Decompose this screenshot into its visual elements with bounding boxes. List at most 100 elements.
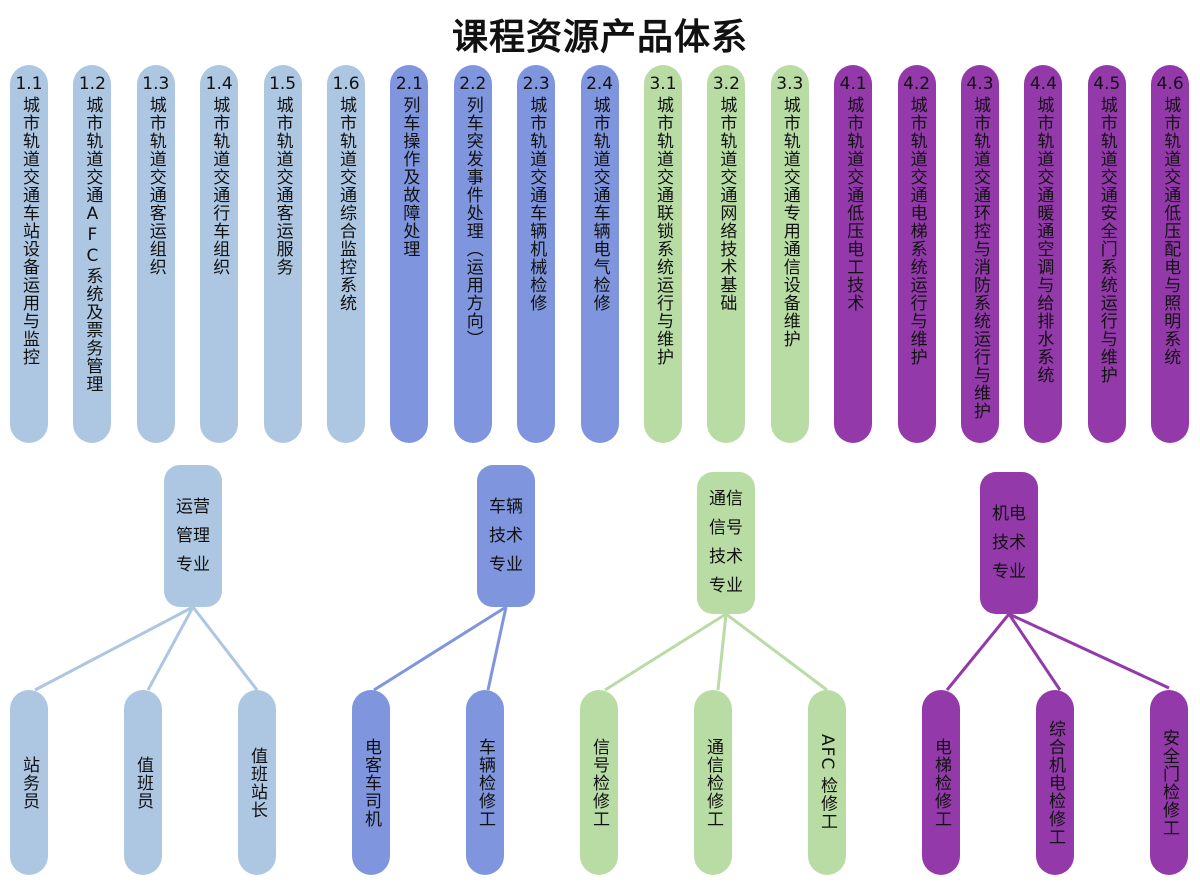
major-label-line: 机电	[992, 503, 1026, 524]
course-number: 4.1	[839, 74, 867, 94]
major-label: 通信 信号 技术 专业	[706, 485, 746, 601]
course-number: 1.4	[205, 74, 233, 94]
connector-line	[1007, 613, 1062, 691]
course-name: 城市轨道交通安全门系统运行与维护	[1096, 96, 1117, 384]
course-pill: 3.1 城市轨道交通联锁系统运行与维护	[644, 65, 682, 443]
connector-line	[945, 613, 1011, 691]
job-name: 综合机电检修工	[1045, 719, 1065, 846]
job-pill: 值班站长	[238, 690, 276, 875]
course-name: 城市轨道交通电梯系统运行与维护	[906, 96, 927, 366]
course-pill: 3.2 城市轨道交通网络技术基础	[707, 65, 746, 443]
job-pill: 电梯检修工	[922, 690, 960, 875]
course-number: 3.3	[776, 74, 804, 94]
job-pill: 综合机电检修工	[1036, 690, 1074, 875]
course-name: 城市轨道交通行车组织	[209, 96, 230, 276]
course-number: 2.4	[586, 74, 614, 94]
major-label: 运营 管理 专业	[173, 493, 213, 580]
course-pill: 4.5 城市轨道交通安全门系统运行与维护	[1087, 65, 1126, 443]
page-title: 课程资源产品体系	[451, 17, 748, 58]
major-label-line: 专业	[176, 554, 210, 575]
course-name: 城市轨道交通车辆电气检修	[589, 96, 610, 312]
course-name: 列车突发事件处理（运用方向）	[462, 96, 483, 348]
course-name: 列车操作及故障处理	[399, 96, 420, 258]
job-name: 值班站长	[247, 746, 267, 819]
major-label-line: 技术	[992, 532, 1026, 553]
course-number: 4.4	[1029, 74, 1057, 94]
job-name: 电梯检修工	[931, 737, 951, 828]
job-pill: 安全门检修工	[1150, 690, 1188, 875]
course-pill: 4.2 城市轨道交通电梯系统运行与维护	[897, 65, 936, 443]
job-pill: 电客车司机	[352, 690, 390, 875]
course-pill: 3.3 城市轨道交通专用通信设备维护	[770, 65, 809, 443]
major-label-line: 专业	[992, 561, 1026, 582]
major-box: 通信 信号 技术 专业	[697, 472, 755, 614]
course-pill: 1.4 城市轨道交通行车组织	[200, 65, 239, 443]
major-box: 运营 管理 专业	[164, 465, 222, 607]
course-pill: 1.3 城市轨道交通客运组织	[136, 65, 175, 443]
course-number: 4.2	[903, 74, 931, 94]
major-label-line: 运营	[176, 496, 210, 517]
course-name: 城市轨道交通低压电工技术	[843, 96, 864, 312]
course-number: 1.5	[269, 74, 297, 94]
course-name: 城市轨道交通专用通信设备维护	[779, 96, 800, 348]
course-name: 城市轨道交通低压配电与照明系统	[1160, 96, 1181, 366]
course-number: 1.3	[142, 74, 170, 94]
course-pill: 1.5 城市轨道交通客运服务	[263, 65, 302, 443]
job-pill: 信号检修工	[580, 690, 618, 875]
course-number: 1.1	[15, 74, 43, 94]
course-name: 城市轨道交通环控与消防系统运行与维护	[970, 96, 990, 420]
course-number: 2.2	[459, 74, 487, 94]
connector-line	[34, 605, 194, 692]
course-number: 3.1	[649, 74, 677, 94]
course-number: 1.2	[78, 74, 106, 94]
connector-line	[486, 606, 508, 691]
course-name: 城市轨道交通综合监控系统	[336, 96, 356, 312]
course-name: 城市轨道交通AFC系统及票务管理	[82, 96, 103, 393]
course-pill: 2.4 城市轨道交通车辆电气检修	[580, 65, 619, 443]
course-name: 城市轨道交通客运服务	[272, 96, 293, 276]
job-pill: 通信检修工	[694, 690, 732, 875]
major-label-line: 车辆	[489, 496, 523, 517]
course-pill: 4.3 城市轨道交通环控与消防系统运行与维护	[961, 65, 999, 443]
job-name: 信号检修工	[589, 737, 609, 828]
course-name: 城市轨道交通联锁系统运行与维护	[653, 96, 673, 366]
job-name: 安全门检修工	[1159, 728, 1179, 837]
job-name: 通信检修工	[703, 737, 723, 828]
major-label-line: 通信	[709, 489, 743, 509]
major-label: 车辆 技术 专业	[486, 493, 526, 580]
course-name: 城市轨道交通车站设备运用与监控	[19, 96, 39, 366]
course-pill: 4.1 城市轨道交通低压电工技术	[834, 65, 873, 443]
course-name: 城市轨道交通暖通空调与给排水系统	[1033, 96, 1054, 384]
course-pill: 1.2 城市轨道交通AFC系统及票务管理	[73, 65, 112, 443]
job-pill: 值班员	[124, 690, 162, 875]
major-label-line: 信号	[709, 518, 743, 538]
major-label-line: 管理	[176, 525, 210, 546]
course-number: 4.3	[966, 74, 994, 94]
job-name: 车辆检修工	[475, 737, 495, 828]
course-number: 4.6	[1156, 74, 1184, 94]
course-pill: 1.1 城市轨道交通车站设备运用与监控	[10, 65, 48, 443]
major-box: 车辆 技术 专业	[477, 465, 535, 607]
connector-line	[373, 605, 507, 692]
course-number: 3.2	[712, 74, 740, 94]
connector-line	[1008, 612, 1170, 690]
connector-line	[716, 613, 728, 691]
course-pill: 2.1 列车操作及故障处理	[390, 65, 429, 443]
course-number: 4.5	[1093, 74, 1121, 94]
course-name: 城市轨道交通客运组织	[145, 96, 166, 276]
major-label-line: 技术	[489, 525, 523, 546]
major-label: 机电 技术 专业	[989, 500, 1029, 587]
major-label-line: 专业	[489, 554, 523, 575]
job-pill: 站务员	[10, 690, 48, 875]
connector-line	[146, 606, 195, 691]
course-pill: 2.3 城市轨道交通车辆机械检修	[517, 65, 556, 443]
connector-line	[604, 612, 727, 692]
course-name: 城市轨道交通网络技术基础	[716, 96, 737, 312]
course-pill: 1.6 城市轨道交通综合监控系统	[327, 65, 365, 443]
course-number: 2.3	[522, 74, 550, 94]
course-pill: 2.2 列车突发事件处理（运用方向）	[453, 65, 492, 443]
job-pill: 车辆检修工	[466, 690, 504, 875]
job-pill: AFC 检修工	[808, 690, 846, 875]
course-number: 1.6	[332, 74, 360, 94]
